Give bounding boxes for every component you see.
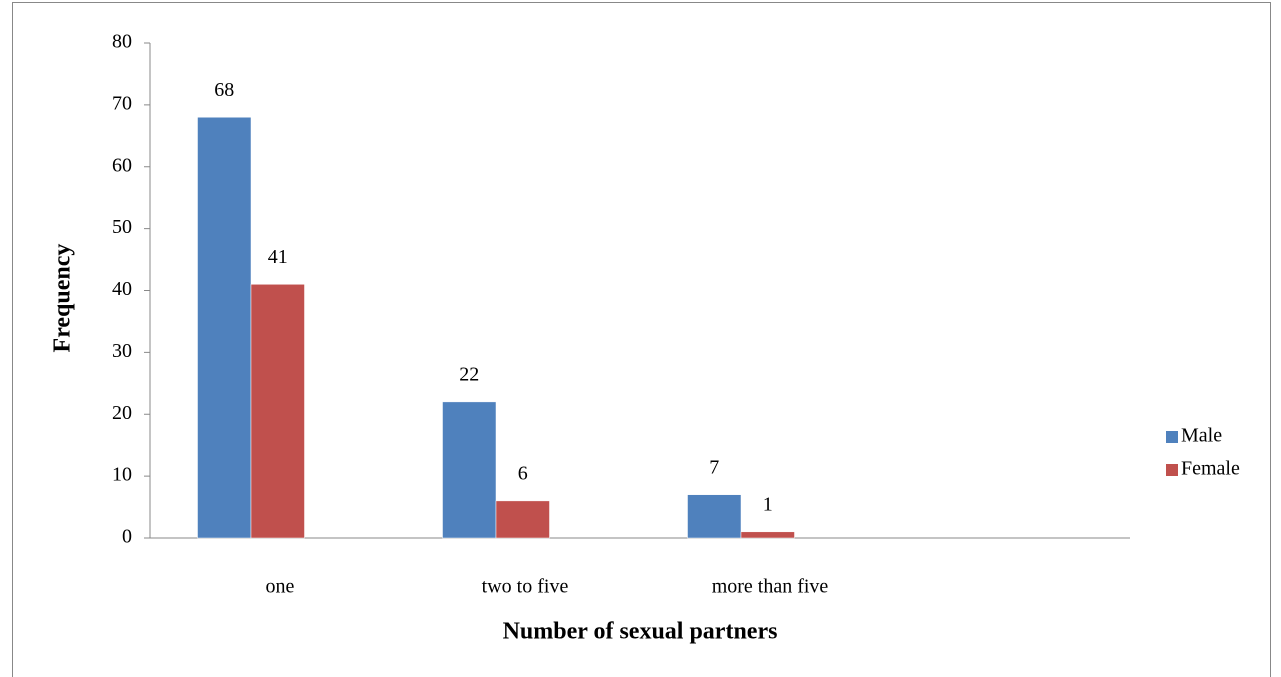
bar xyxy=(442,401,497,539)
legend-swatch xyxy=(1166,464,1178,476)
legend-swatch xyxy=(1166,431,1178,443)
x-tick-label: more than five xyxy=(712,576,829,598)
x-tick-label: two to five xyxy=(482,576,569,598)
bar xyxy=(250,284,305,539)
data-label: 1 xyxy=(763,493,773,515)
y-tick-label: 0 xyxy=(122,526,132,548)
y-axis-title: Frequency xyxy=(50,244,76,353)
x-axis-title: Number of sexual partners xyxy=(503,619,778,645)
bar xyxy=(687,494,742,539)
y-tick-label: 70 xyxy=(112,92,132,114)
data-label: 68 xyxy=(214,79,234,101)
bar xyxy=(495,500,550,539)
data-label: 41 xyxy=(268,246,288,268)
data-label: 6 xyxy=(518,462,528,484)
bar xyxy=(740,531,795,539)
bar xyxy=(197,117,252,539)
legend-label: Female xyxy=(1181,458,1240,480)
legend-label: Male xyxy=(1181,425,1222,447)
data-label: 22 xyxy=(459,363,479,385)
y-tick-label: 20 xyxy=(112,402,132,424)
y-tick-label: 10 xyxy=(112,464,132,486)
x-tick-label: one xyxy=(266,576,295,598)
y-tick-label: 30 xyxy=(112,340,132,362)
y-tick-label: 50 xyxy=(112,216,132,238)
y-tick-label: 40 xyxy=(112,278,132,300)
data-label: 7 xyxy=(709,456,719,478)
y-tick-label: 80 xyxy=(112,31,132,53)
y-tick-label: 60 xyxy=(112,154,132,176)
